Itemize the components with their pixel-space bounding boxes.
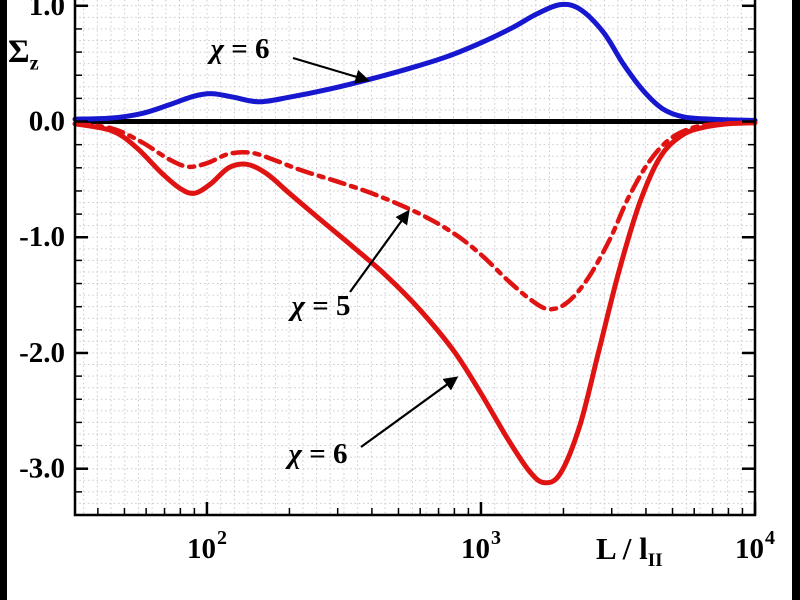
y-axis-label-sub: z (29, 52, 39, 75)
curve-sigma-z-chi6-upper-blue (72, 1, 758, 123)
y-tick-label: 1.0 (29, 0, 65, 22)
y-tick-label: 0.0 (29, 106, 65, 138)
x-tick-label: 102 (187, 527, 227, 565)
y-tick-label: -1.0 (19, 221, 65, 253)
x-axis-label-sub: II (647, 550, 663, 572)
annotation-arrow-3 (360, 376, 459, 448)
annotation-label-1: χ = 6 (206, 33, 269, 65)
y-tick-label: -2.0 (19, 337, 65, 369)
curve-sigma-z-chi5-red-dashed (72, 120, 758, 312)
plot-frame (73, 0, 757, 517)
x-tick-label: 103 (461, 527, 501, 565)
y-axis-label-main: Σ (8, 34, 30, 70)
curve-sigma-z-chi6-lower-red (72, 120, 758, 486)
annotation-label-2: χ = 5 (287, 290, 350, 322)
axis-ticks (75, 4, 757, 516)
left-black-border (0, 0, 7, 600)
y-axis-label: Σz (8, 34, 39, 76)
y-tick-label: -3.0 (19, 453, 65, 485)
annotation-label-3: χ = 6 (284, 438, 347, 470)
grid (75, 0, 756, 516)
x-tick-label: 104 (735, 527, 775, 565)
right-black-border (792, 0, 800, 600)
annotation-arrow-2 (349, 209, 410, 293)
x-axis-label-main: L / l (596, 531, 648, 566)
annotation-arrow-1 (292, 56, 370, 84)
x-axis-label: L / lII (596, 531, 663, 572)
